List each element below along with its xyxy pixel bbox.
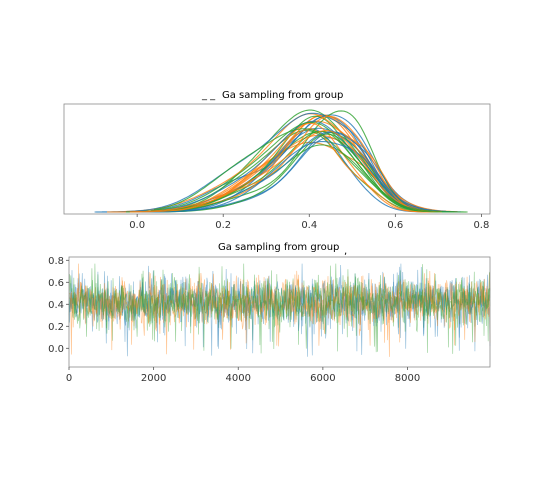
trace-x-tick-label: 6000 — [310, 373, 335, 384]
trace-y-tick-label: 0.2 — [48, 322, 64, 333]
kde-curve — [94, 131, 448, 213]
trace-panel: Ga sampling from group , 0 2000 4000 6000 80… — [48, 242, 491, 384]
trace-series — [68, 263, 491, 357]
kde-curve — [135, 141, 449, 213]
kde-x-ticks: 0.0 0.2 0.4 0.6 0.8 — [129, 214, 489, 231]
trace-title-suffix: , — [344, 246, 347, 257]
kde-x-tick-label: 0.2 — [215, 220, 231, 231]
trace-x-ticks: 0 2000 4000 6000 8000 — [66, 367, 420, 384]
trace-axes-frame — [68, 256, 491, 368]
kde-curve — [154, 128, 455, 213]
trace-lines — [68, 263, 491, 357]
trace-y-tick-label: 0.6 — [48, 278, 64, 289]
kde-curve — [146, 114, 458, 213]
trace-y-tick-label: 0.8 — [48, 256, 64, 267]
trace-y-tick-label: 0.4 — [48, 300, 64, 311]
kde-panel: _ _ Ga sampling from group 0.0 0.2 0.4 0.6 0… — [63, 90, 491, 231]
trace-x-tick-label: 0 — [66, 373, 72, 384]
trace-x-tick-label: 2000 — [141, 373, 166, 384]
trace-series — [68, 263, 491, 354]
kde-axes-frame — [63, 103, 491, 215]
trace-title: Ga sampling from group — [218, 242, 339, 253]
trace-y-ticks: 0.0 0.2 0.4 0.6 0.8 — [48, 256, 69, 355]
kde-title: Ga sampling from group — [222, 90, 343, 101]
trace-series — [68, 263, 491, 354]
kde-title-prefix: _ _ — [201, 90, 216, 101]
kde-x-tick-label: 0.0 — [129, 220, 145, 231]
kde-curves — [94, 109, 468, 213]
kde-x-tick-label: 0.4 — [301, 220, 317, 231]
kde-x-tick-label: 0.8 — [473, 220, 489, 231]
kde-curve — [128, 120, 445, 213]
trace-x-tick-label: 8000 — [395, 373, 420, 384]
kde-curve — [107, 115, 440, 213]
kde-curve — [129, 130, 442, 213]
trace-y-tick-label: 0.0 — [48, 344, 64, 355]
trace-series — [68, 263, 491, 357]
trace-x-tick-label: 4000 — [226, 373, 251, 384]
kde-x-tick-label: 0.6 — [387, 220, 403, 231]
trace-series — [68, 272, 491, 355]
trace-series — [68, 263, 491, 357]
